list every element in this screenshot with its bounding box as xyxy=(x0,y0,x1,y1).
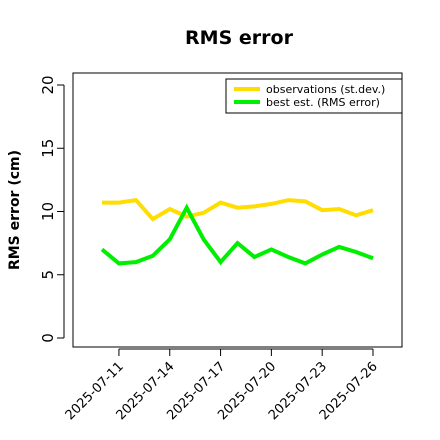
y-tick-label: 0 xyxy=(39,333,57,343)
plot-frame xyxy=(72,72,403,348)
series-line-1 xyxy=(102,197,374,222)
y-axis: 0 5 10 15 20 xyxy=(39,75,65,343)
legend-box xyxy=(225,78,403,114)
legend-label: best est. (RMS error) xyxy=(266,96,380,109)
y-tick-label: 20 xyxy=(39,75,57,94)
y-tick-label: 5 xyxy=(39,270,57,280)
series-line-2 xyxy=(100,203,374,266)
legend-label: observations (st.dev.) xyxy=(266,83,385,96)
y-tick-label: 10 xyxy=(39,202,57,221)
chart-title: RMS error xyxy=(185,27,294,49)
series-lines xyxy=(100,197,374,266)
x-axis: 2025-07-112025-07-142025-07-172025-07-20… xyxy=(63,348,381,423)
y-axis-label: RMS error (cm) xyxy=(7,150,23,270)
y-tick-label: 15 xyxy=(39,139,57,158)
legend: observations (st.dev.)best est. (RMS err… xyxy=(225,78,403,114)
